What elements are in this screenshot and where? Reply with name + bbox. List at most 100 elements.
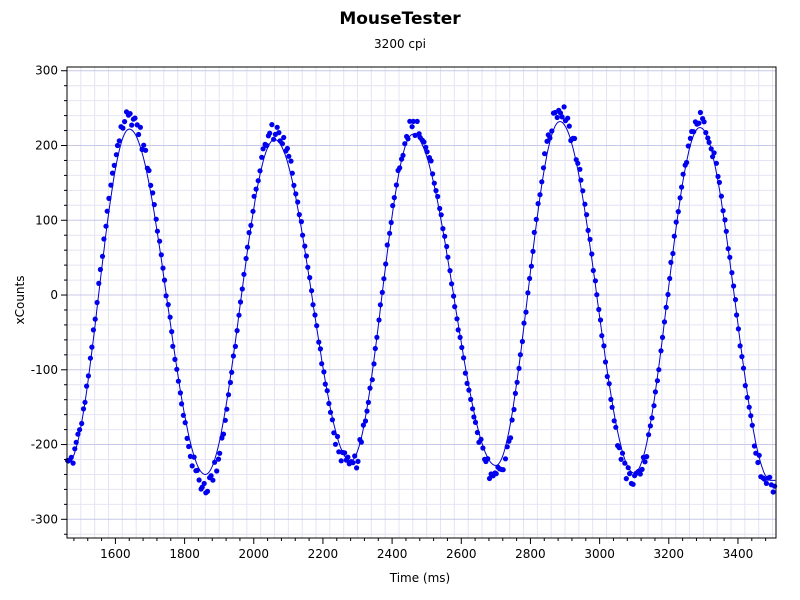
data-point — [174, 366, 180, 372]
data-point — [113, 152, 119, 158]
data-point — [592, 278, 599, 284]
data-point — [383, 261, 389, 267]
data-point — [172, 356, 178, 362]
data-point — [572, 135, 578, 142]
data-point — [89, 344, 95, 350]
data-point — [281, 134, 287, 141]
data-point — [374, 334, 380, 340]
data-point — [94, 299, 100, 306]
data-point — [85, 373, 91, 379]
data-point — [295, 199, 301, 205]
data-point — [646, 432, 652, 438]
data-point — [616, 445, 622, 451]
y-tick-label: -200 — [31, 438, 58, 452]
data-point — [748, 413, 754, 419]
data-point — [485, 456, 491, 462]
data-point — [691, 129, 697, 135]
data-point — [338, 458, 344, 464]
data-point — [103, 223, 109, 229]
data-point — [737, 343, 743, 349]
data-point — [667, 275, 673, 282]
data-point — [685, 143, 691, 149]
data-point — [87, 355, 93, 361]
data-point — [486, 475, 493, 482]
data-point — [217, 450, 223, 456]
data-point — [201, 480, 207, 487]
data-point — [73, 439, 79, 445]
x-tick-label: 2200 — [308, 547, 339, 561]
data-point — [163, 293, 169, 299]
data-point — [90, 327, 96, 333]
data-point — [549, 128, 555, 134]
data-point — [739, 354, 745, 360]
data-point — [68, 454, 74, 460]
data-point — [602, 359, 609, 365]
data-point — [687, 135, 694, 141]
data-point — [701, 119, 707, 125]
data-point — [742, 383, 748, 389]
data-point — [251, 193, 257, 199]
data-point — [379, 289, 385, 295]
data-point — [644, 454, 650, 460]
data-point — [364, 408, 370, 414]
data-point — [225, 392, 232, 398]
x-tick-label: 2600 — [446, 547, 477, 561]
data-point — [577, 166, 583, 172]
data-point — [146, 167, 152, 174]
data-point — [675, 209, 681, 215]
data-point — [585, 227, 591, 233]
data-point — [260, 146, 266, 152]
data-point — [314, 323, 320, 329]
plot-frame — [66, 66, 777, 539]
data-point — [267, 130, 273, 136]
data-point — [611, 418, 617, 424]
data-point — [331, 430, 337, 436]
data-point — [711, 150, 717, 156]
data-point — [535, 201, 541, 207]
data-point — [462, 370, 468, 376]
data-point — [531, 229, 537, 235]
data-point — [161, 277, 168, 283]
data-point — [298, 219, 304, 225]
data-point — [210, 477, 216, 483]
data-point — [208, 473, 214, 479]
data-point — [177, 390, 183, 396]
data-point — [613, 424, 619, 430]
data-point — [767, 474, 773, 480]
data-point — [751, 443, 758, 449]
data-point — [72, 446, 78, 452]
data-point — [661, 319, 668, 325]
data-point — [153, 216, 159, 222]
data-point — [360, 422, 366, 428]
data-point — [559, 114, 565, 120]
data-point — [514, 379, 520, 385]
data-point — [336, 449, 342, 455]
data-point — [537, 192, 543, 198]
data-point — [97, 266, 103, 273]
data-point — [160, 265, 166, 271]
data-point — [454, 316, 460, 322]
series-points — [65, 104, 778, 496]
data-point — [286, 153, 292, 159]
data-point — [352, 453, 358, 459]
data-point — [182, 420, 188, 426]
data-point — [604, 373, 610, 380]
data-point — [725, 246, 731, 252]
data-point — [329, 417, 335, 423]
data-point — [596, 306, 602, 313]
data-point — [355, 458, 361, 464]
data-point — [137, 124, 143, 130]
data-point — [390, 203, 396, 209]
data-point — [466, 387, 472, 393]
data-point — [618, 456, 624, 462]
data-point — [671, 233, 677, 239]
data-point — [440, 226, 446, 232]
data-point — [99, 253, 106, 259]
data-point — [369, 377, 375, 383]
data-point — [459, 344, 465, 351]
data-point — [461, 355, 467, 361]
data-point — [84, 383, 90, 389]
x-tick-label: 3000 — [584, 547, 615, 561]
data-point — [234, 328, 240, 334]
